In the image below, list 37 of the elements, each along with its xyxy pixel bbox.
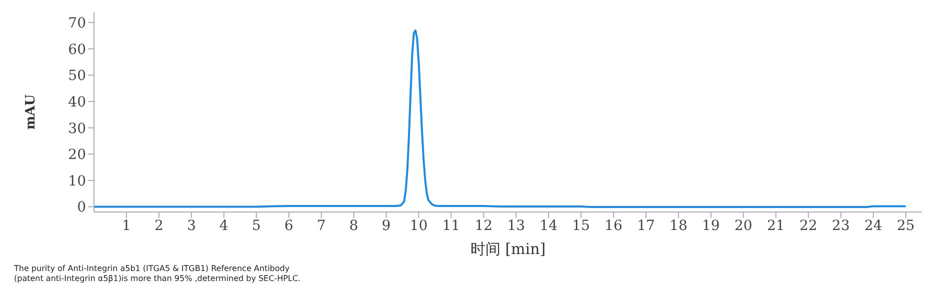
x-tick-label: 18: [670, 218, 688, 234]
x-tick-label: 1: [122, 218, 131, 234]
text: The purity of Anti-Integrin a5b1 (ITGA5 & ITGB1) Reference Antibody (patent anti-Integrin α5β1)is more than 95% ,determined by SEC-HPLC.: [14, 264, 302, 284]
y-tick-label: 70: [68, 15, 86, 32]
x-tick-label: 5: [252, 218, 261, 234]
x-tick-label: 9: [382, 218, 391, 234]
x-tick-label: 13: [507, 218, 526, 234]
x-tick-label: 7: [316, 218, 326, 234]
x-tick-label: 3: [186, 218, 196, 234]
y-tick-label: 50: [68, 68, 86, 84]
x-tick-label: 6: [284, 218, 294, 234]
y-tick-label: 40: [68, 94, 86, 110]
x-tick-label: 16: [604, 218, 623, 234]
x-axis-title: 时间 [min]: [470, 240, 546, 258]
y-tick-label: 0: [77, 200, 86, 216]
y-tick-label: 10: [68, 173, 86, 190]
x-tick-label: 11: [442, 218, 460, 234]
x-tick-label: 10: [410, 218, 428, 234]
x-tick-label: 24: [864, 218, 882, 234]
x-tick-label: 2: [154, 218, 164, 234]
x-tick-label: 19: [702, 218, 720, 234]
x-tick-label: 17: [637, 218, 655, 234]
x-tick-label: 21: [766, 218, 785, 234]
x-tick-label: 15: [572, 218, 590, 234]
x-tick-label: 20: [734, 218, 752, 234]
y-tick-label: 30: [68, 120, 86, 137]
y-tick-label: 20: [68, 147, 86, 164]
x-tick-label: 4: [219, 218, 228, 234]
x-tick-label: 25: [896, 218, 915, 234]
x-tick-label: 12: [474, 218, 493, 234]
x-tick-label: 23: [832, 218, 850, 234]
x-tick-label: 8: [349, 218, 358, 234]
x-tick-label: 14: [540, 218, 558, 234]
y-axis-title: mAU: [24, 94, 39, 130]
x-tick-label: 22: [799, 218, 818, 234]
line-series: [94, 29, 907, 208]
y-tick-label: 60: [68, 42, 86, 58]
